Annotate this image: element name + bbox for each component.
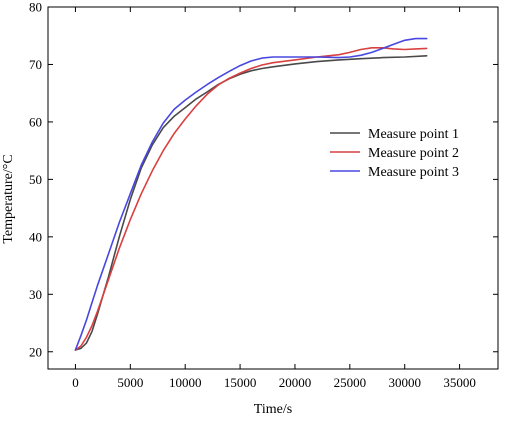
y-tick-label: 60 bbox=[29, 114, 42, 129]
x-tick-label: 35000 bbox=[443, 375, 476, 390]
series-line-2 bbox=[74, 47, 428, 351]
x-tick-label: 0 bbox=[72, 375, 79, 390]
y-tick-label: 70 bbox=[29, 57, 42, 72]
x-axis-title: Time/s bbox=[254, 402, 292, 417]
series-lines bbox=[74, 37, 428, 351]
y-tick-label: 20 bbox=[29, 344, 42, 359]
legend: Measure point 1 Measure point 2 Measure po… bbox=[330, 127, 459, 180]
series-line-1 bbox=[74, 55, 428, 351]
series-line-3 bbox=[74, 37, 428, 351]
y-axis-title: Temperature/°C bbox=[1, 154, 16, 243]
y-tick-label: 30 bbox=[29, 287, 42, 302]
x-tick-label: 15000 bbox=[224, 375, 257, 390]
plot-frame bbox=[47, 6, 499, 370]
axis-ticks: 0 5000 10000 15000 20000 25000 30000 35000 20 30 4… bbox=[29, 0, 498, 390]
legend-label: Measure point 2 bbox=[368, 146, 459, 161]
y-tick-label: 50 bbox=[29, 172, 42, 187]
y-tick-label: 40 bbox=[29, 229, 42, 244]
y-tick-label: 80 bbox=[29, 0, 42, 15]
legend-label: Measure point 1 bbox=[368, 127, 459, 142]
x-tick-label: 25000 bbox=[334, 375, 367, 390]
legend-label: Measure point 3 bbox=[368, 165, 459, 180]
x-tick-label: 20000 bbox=[279, 375, 312, 390]
x-tick-label: 30000 bbox=[388, 375, 421, 390]
x-tick-label: 10000 bbox=[169, 375, 202, 390]
x-tick-label: 5000 bbox=[117, 375, 143, 390]
